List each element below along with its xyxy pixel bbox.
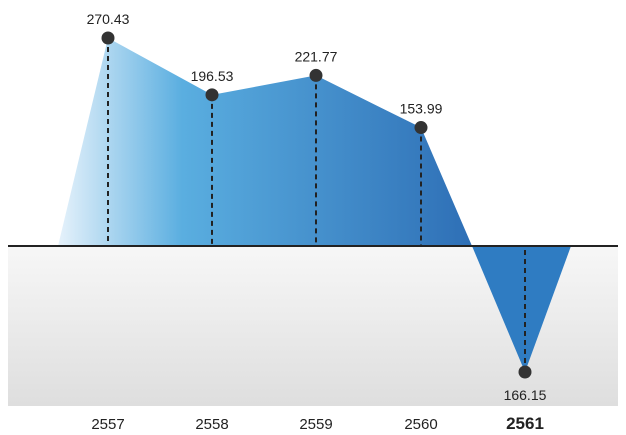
category-label: 2557 <box>91 416 124 433</box>
value-labels: 270.43 196.53 221.77 153.99 166.15 <box>87 11 547 403</box>
value-label: 153.99 <box>400 101 443 117</box>
positive-area <box>58 38 472 246</box>
value-label: 270.43 <box>87 11 130 27</box>
data-point <box>309 68 323 82</box>
value-label: 196.53 <box>191 68 234 84</box>
data-point <box>414 121 428 135</box>
category-label: 2560 <box>404 416 437 433</box>
category-label: 2561 <box>506 414 544 433</box>
data-point <box>518 365 532 379</box>
negative-area <box>472 246 571 372</box>
data-point <box>101 31 115 45</box>
category-labels: 2557 2558 2559 2560 2561 <box>91 414 544 433</box>
data-markers <box>101 31 532 379</box>
value-label: 166.15 <box>504 387 547 403</box>
value-label: 221.77 <box>295 48 338 64</box>
data-point <box>205 88 219 102</box>
drop-lines <box>107 38 526 372</box>
category-label: 2559 <box>299 416 332 433</box>
category-label: 2558 <box>195 416 228 433</box>
